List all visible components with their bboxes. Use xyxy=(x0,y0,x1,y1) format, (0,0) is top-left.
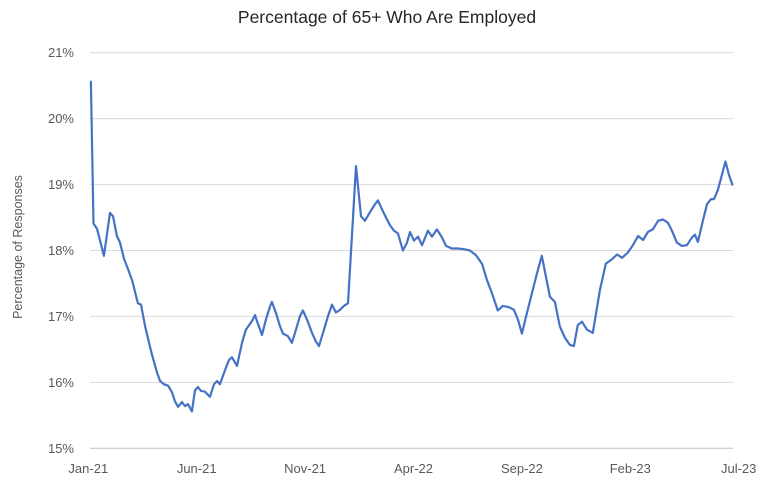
y-tick-label: 19% xyxy=(48,177,74,192)
y-tick-label: 17% xyxy=(48,309,74,324)
x-tick-label: Nov-21 xyxy=(284,461,326,476)
employment-rate-line xyxy=(89,80,734,413)
x-tick-label: Feb-23 xyxy=(610,461,651,476)
y-tick-label: 15% xyxy=(48,441,74,456)
y-tick-label: 18% xyxy=(48,243,74,258)
y-tick-label: 16% xyxy=(48,375,74,390)
y-axis-label: Percentage of Responses xyxy=(11,175,25,319)
y-tick-label-group: 15% 16% 17% 18% 19% 20% 21% xyxy=(48,45,74,456)
x-tick-label: Jun-21 xyxy=(177,461,217,476)
x-tick-label: Jan-21 xyxy=(68,461,108,476)
x-tick-label: Jul-23 xyxy=(721,461,756,476)
chart-title: Percentage of 65+ Who Are Employed xyxy=(238,7,536,27)
x-tick-label: Sep-22 xyxy=(501,461,543,476)
gridline-group xyxy=(90,52,733,449)
x-tick-label: Apr-22 xyxy=(394,461,433,476)
y-tick-label: 21% xyxy=(48,45,74,60)
x-tick-label-group: Jan-21 Jun-21 Nov-21 Apr-22 Sep-22 Feb-23 Jul-… xyxy=(68,461,756,476)
y-tick-label: 20% xyxy=(48,111,74,126)
series-group xyxy=(89,80,734,413)
